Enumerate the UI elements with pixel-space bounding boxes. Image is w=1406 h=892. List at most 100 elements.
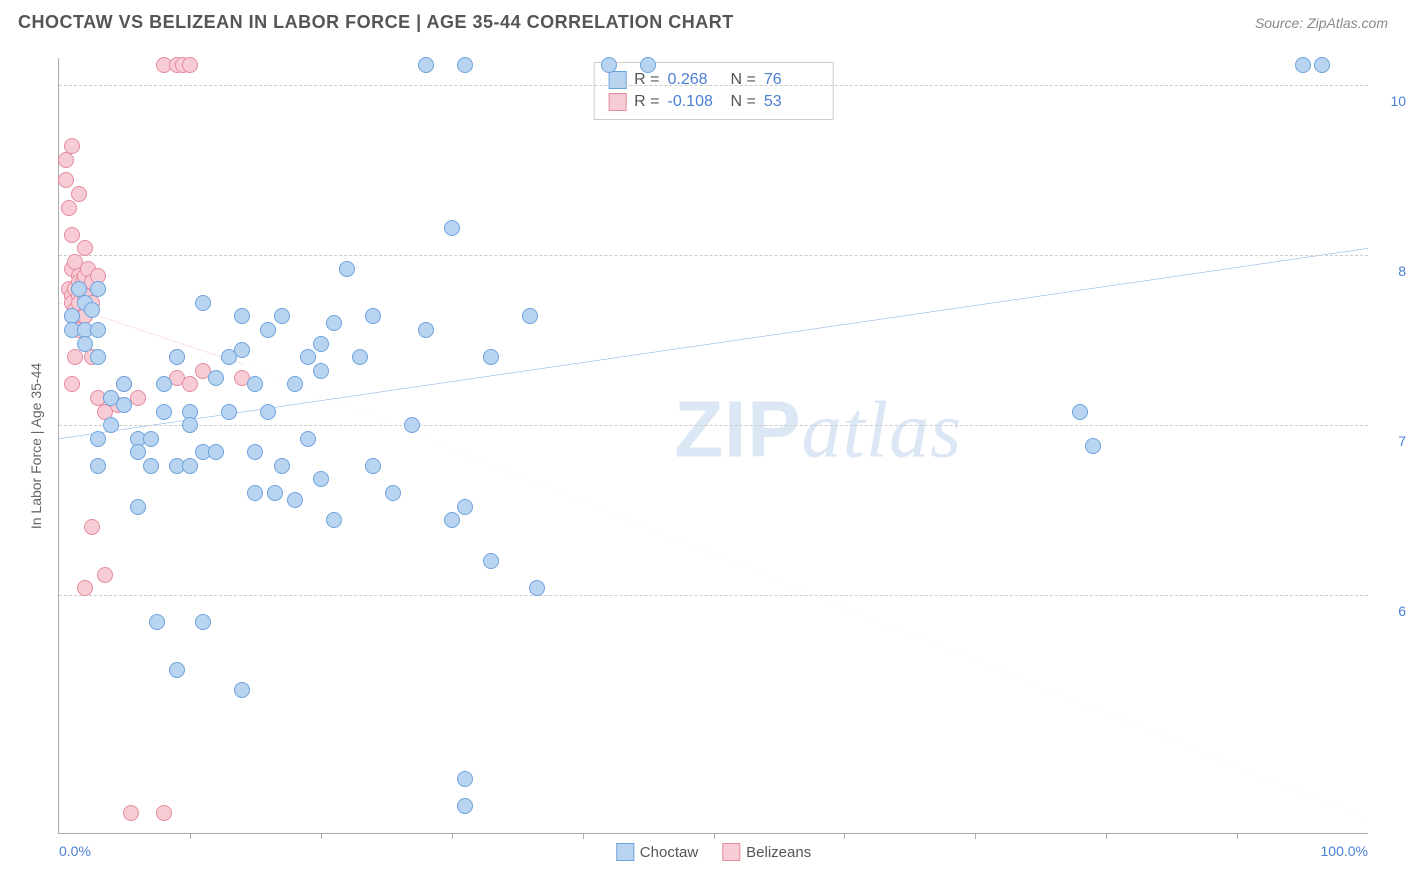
belizeans-point xyxy=(84,519,100,535)
choctaw-point xyxy=(274,308,290,324)
belizeans-point xyxy=(123,805,139,821)
legend-stat-row: R =0.268N =76 xyxy=(608,69,819,91)
legend-item: Choctaw xyxy=(616,843,698,861)
choctaw-point xyxy=(84,302,100,318)
choctaw-point xyxy=(457,771,473,787)
belizeans-point xyxy=(64,138,80,154)
choctaw-point xyxy=(169,349,185,365)
n-value: 76 xyxy=(764,71,819,89)
x-tick xyxy=(190,833,191,839)
choctaw-point xyxy=(326,512,342,528)
watermark: ZIPatlas xyxy=(674,384,962,477)
r-value: 0.268 xyxy=(668,71,723,89)
belizeans-point xyxy=(182,376,198,392)
choctaw-point xyxy=(365,458,381,474)
y-tick-label: 75.0% xyxy=(1378,433,1406,449)
choctaw-point xyxy=(640,57,656,73)
choctaw-point xyxy=(143,458,159,474)
belizeans-point xyxy=(182,57,198,73)
choctaw-point xyxy=(1295,57,1311,73)
choctaw-point xyxy=(418,322,434,338)
choctaw-point xyxy=(385,485,401,501)
belizeans-point xyxy=(61,200,77,216)
choctaw-point xyxy=(90,322,106,338)
choctaw-point xyxy=(156,404,172,420)
choctaw-point xyxy=(234,682,250,698)
x-tick xyxy=(975,833,976,839)
x-tick xyxy=(321,833,322,839)
x-tick xyxy=(844,833,845,839)
choctaw-point xyxy=(601,57,617,73)
choctaw-point xyxy=(260,404,276,420)
choctaw-point xyxy=(339,261,355,277)
choctaw-point xyxy=(90,281,106,297)
n-label: N = xyxy=(731,93,756,111)
choctaw-point xyxy=(404,417,420,433)
choctaw-point xyxy=(116,376,132,392)
choctaw-point xyxy=(457,499,473,515)
choctaw-point xyxy=(103,417,119,433)
bottom-legend: Choctaw Belizeans xyxy=(616,843,811,861)
choctaw-point xyxy=(326,315,342,331)
choctaw-point xyxy=(90,349,106,365)
legend-stat-box: R = 0.268 N = 76 R = -0.108 N = 53 xyxy=(593,62,834,120)
title-row: CHOCTAW VS BELIZEAN IN LABOR FORCE | AGE… xyxy=(8,8,1398,43)
r-label: R = xyxy=(634,93,659,111)
choctaw-point xyxy=(483,553,499,569)
choctaw-point xyxy=(90,431,106,447)
choctaw-point xyxy=(182,458,198,474)
belizeans-point xyxy=(58,172,74,188)
plot-area: ZIPatlas R =0.268N =76R =-0.108N =53 Cho… xyxy=(58,58,1368,834)
legend-swatch xyxy=(722,843,740,861)
legend-item: Belizeans xyxy=(722,843,811,861)
belizeans-point xyxy=(71,186,87,202)
choctaw-point xyxy=(313,471,329,487)
choctaw-point xyxy=(444,220,460,236)
choctaw-point xyxy=(77,336,93,352)
choctaw-point xyxy=(267,485,283,501)
choctaw-point xyxy=(116,397,132,413)
r-label: R = xyxy=(634,71,659,89)
chart-title: CHOCTAW VS BELIZEAN IN LABOR FORCE | AGE… xyxy=(18,12,734,33)
y-axis-label: In Labor Force | Age 35-44 xyxy=(28,363,44,529)
legend-swatch xyxy=(608,71,626,89)
choctaw-point xyxy=(1314,57,1330,73)
n-value: 53 xyxy=(764,93,819,111)
choctaw-point xyxy=(365,308,381,324)
choctaw-point xyxy=(287,376,303,392)
choctaw-point xyxy=(300,431,316,447)
legend-stat-row: R = -0.108 N = 53 xyxy=(608,91,819,113)
belizeans-point xyxy=(156,805,172,821)
r-value: -0.108 xyxy=(668,93,723,111)
x-tick xyxy=(1237,833,1238,839)
choctaw-point xyxy=(522,308,538,324)
gridline-h xyxy=(59,85,1368,86)
choctaw-point xyxy=(1072,404,1088,420)
belizeans-point xyxy=(64,376,80,392)
y-tick-label: 62.5% xyxy=(1378,603,1406,619)
choctaw-point xyxy=(529,580,545,596)
belizeans-point xyxy=(97,567,113,583)
choctaw-point xyxy=(169,662,185,678)
y-tick-label: 87.5% xyxy=(1378,263,1406,279)
choctaw-point xyxy=(247,444,263,460)
gridline-h xyxy=(59,255,1368,256)
choctaw-point xyxy=(418,57,434,73)
choctaw-point xyxy=(234,342,250,358)
legend-label: Belizeans xyxy=(746,844,811,861)
choctaw-point xyxy=(195,614,211,630)
choctaw-point xyxy=(287,492,303,508)
choctaw-point xyxy=(208,370,224,386)
chart-container: CHOCTAW VS BELIZEAN IN LABOR FORCE | AGE… xyxy=(8,8,1398,884)
choctaw-point xyxy=(457,57,473,73)
belizeans-point xyxy=(67,349,83,365)
belizeans-point xyxy=(64,227,80,243)
choctaw-point xyxy=(274,458,290,474)
x-tick xyxy=(583,833,584,839)
legend-swatch xyxy=(616,843,634,861)
gridline-h xyxy=(59,425,1368,426)
legend-label: Choctaw xyxy=(640,844,698,861)
choctaw-point xyxy=(130,444,146,460)
choctaw-point xyxy=(208,444,224,460)
choctaw-point xyxy=(156,376,172,392)
